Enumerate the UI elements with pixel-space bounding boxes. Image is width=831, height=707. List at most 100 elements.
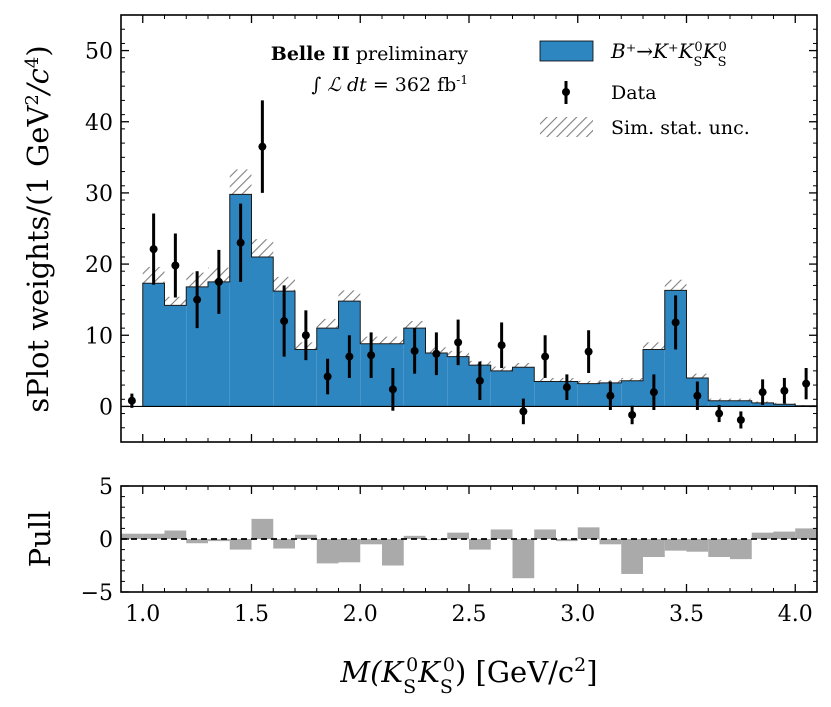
pull-bar (534, 529, 556, 539)
signal-outline (142, 193, 817, 407)
signal-bin (512, 367, 535, 407)
signal-bin (142, 283, 165, 407)
data-point (758, 388, 767, 397)
y-tick-label: 20 (85, 253, 113, 278)
data-point (236, 238, 245, 247)
x-tick-label: 3.5 (669, 602, 704, 627)
pull-bar (382, 539, 404, 566)
y-tick-label: 10 (85, 324, 113, 349)
pull-bar (295, 534, 317, 539)
data-point (410, 346, 419, 355)
data-point (606, 391, 615, 400)
pull-bar (251, 518, 274, 539)
experiment-annotation: Belle II preliminary (271, 43, 468, 65)
data-point (388, 385, 397, 394)
main-axes-frame (120, 14, 818, 443)
main-panel: 0 10 20 30 40 50 sPlot weights/(1 GeV2/c4) Be… (21, 14, 818, 443)
pull-bar (208, 539, 230, 542)
y-tick-label: 30 (85, 182, 113, 207)
data-point (671, 318, 680, 327)
pull-bar (316, 539, 339, 564)
data-point (715, 409, 724, 418)
legend-signal-swatch (539, 40, 594, 62)
pull-bar (186, 539, 208, 544)
pull-bar (229, 539, 252, 550)
pull-bar (686, 539, 709, 552)
pull-axes-frame (120, 485, 818, 593)
data-point (736, 415, 745, 424)
pull-bar (164, 530, 187, 539)
data-point (345, 352, 354, 361)
data-point (432, 349, 441, 358)
signal-bin (577, 383, 600, 407)
pull-bar (621, 539, 643, 574)
pull-bar (360, 539, 382, 545)
data-point (301, 331, 310, 340)
signal-bin (534, 381, 556, 407)
signal-bin (708, 400, 730, 407)
data-point (193, 295, 202, 304)
signal-bin (186, 286, 208, 407)
x-tick-label: 1.0 (125, 602, 160, 627)
data-point (127, 396, 136, 405)
signal-bin (295, 349, 317, 407)
pull-bars (121, 518, 817, 579)
pull-bar (795, 528, 817, 539)
signal-bin (621, 380, 643, 407)
y-tick-label: 40 (85, 111, 113, 136)
signal-bin (229, 194, 252, 407)
pull-bar (664, 539, 687, 551)
data-point (214, 277, 223, 286)
data-point (258, 142, 267, 151)
pull-panel: −5 0 5 1.0 1.5 2.0 2.5 3.0 3.5 4.0 Pull M(KS0KS0… (23, 475, 818, 698)
pull-bar (512, 539, 535, 579)
data-point (497, 341, 506, 350)
pull-bar (730, 539, 752, 560)
pull-bar (643, 539, 665, 558)
pull-y-axis-title: Pull (23, 511, 57, 568)
pull-bar (469, 539, 491, 550)
pull-bar (490, 529, 513, 539)
data-point (323, 372, 332, 381)
data-point (519, 407, 528, 416)
x-axis-title: M(KS0KS0) [GeV/c2] (339, 654, 597, 698)
legend-stat-swatch (540, 117, 593, 137)
pull-y-tick-label: 0 (99, 528, 113, 553)
signal-bin (164, 305, 187, 407)
data-point (367, 351, 376, 360)
signal-bin (208, 281, 230, 407)
signal-bin (730, 400, 752, 407)
x-tick-label: 1.5 (234, 602, 269, 627)
pull-bar (556, 539, 578, 542)
data-point (149, 245, 158, 254)
data-point (802, 379, 811, 388)
pull-bar (773, 531, 796, 539)
pull-bar (447, 532, 469, 539)
data-point (475, 376, 484, 385)
pull-bar (403, 535, 426, 539)
pull-y-tick-label: 5 (99, 475, 113, 500)
signal-bin (773, 404, 796, 407)
data-point (280, 317, 289, 326)
legend-data-label: Data (611, 82, 657, 104)
x-tick-label: 3.0 (560, 602, 595, 627)
pull-bar (142, 533, 165, 539)
y-tick-label: 0 (99, 395, 113, 420)
pull-bar (121, 533, 143, 539)
signal-bin (425, 353, 448, 407)
x-tick-label: 2.0 (343, 602, 378, 627)
data-point (693, 391, 702, 400)
pull-bar (751, 532, 774, 539)
data-point (541, 352, 550, 361)
x-tick-label: 4.0 (778, 602, 813, 627)
data-point (454, 338, 463, 347)
data-point (628, 410, 637, 419)
data-point (171, 261, 180, 270)
pull-y-tick-label: −5 (81, 581, 113, 606)
data-point (780, 386, 789, 395)
pull-bar (338, 539, 361, 563)
pull-bar (273, 539, 295, 549)
data-points (127, 100, 811, 429)
signal-bin (447, 356, 469, 407)
